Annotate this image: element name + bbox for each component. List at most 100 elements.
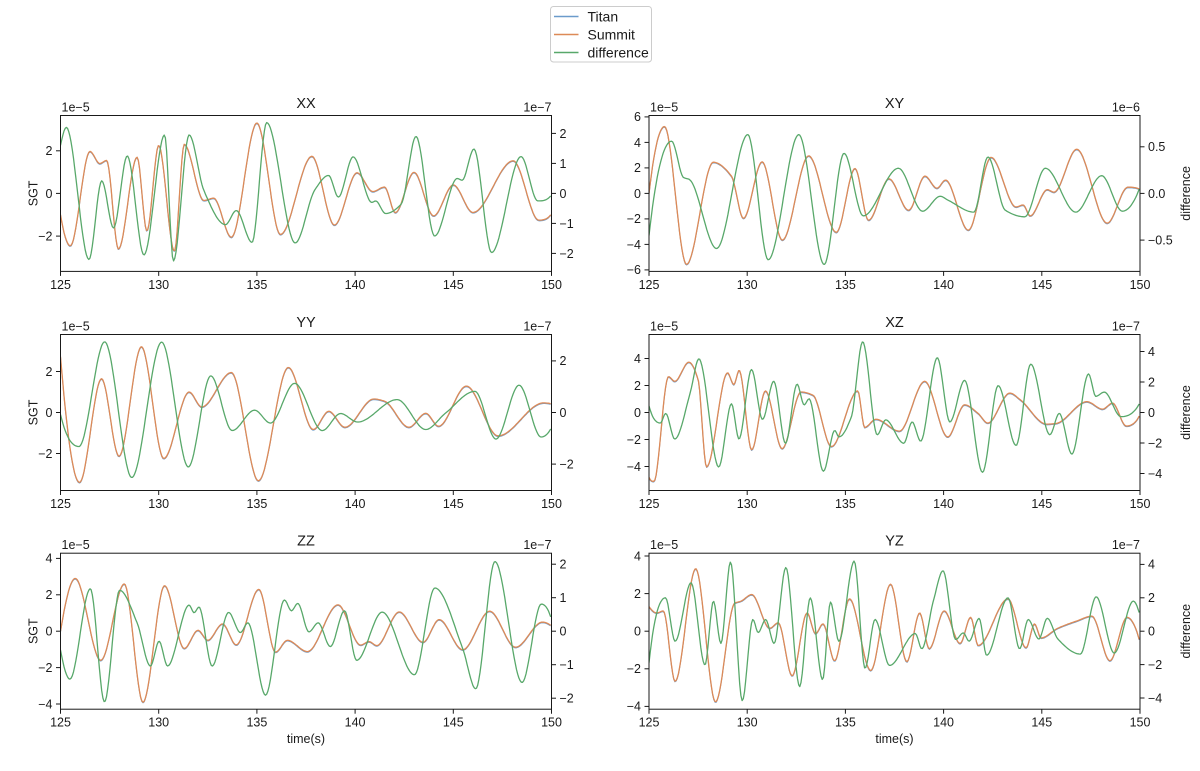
svg-text:−2: −2 xyxy=(560,457,574,471)
svg-text:140: 140 xyxy=(933,716,954,730)
svg-text:4: 4 xyxy=(634,136,641,150)
svg-text:Titan: Titan xyxy=(588,8,619,24)
svg-text:−4: −4 xyxy=(1148,691,1162,705)
svg-text:150: 150 xyxy=(541,278,562,292)
svg-text:difference: difference xyxy=(1179,166,1193,221)
svg-text:−2: −2 xyxy=(627,662,641,676)
svg-text:−2: −2 xyxy=(1148,658,1162,672)
svg-text:−2: −2 xyxy=(38,661,52,675)
svg-text:135: 135 xyxy=(246,278,267,292)
svg-text:140: 140 xyxy=(345,497,366,511)
svg-text:−4: −4 xyxy=(1148,467,1162,481)
svg-text:4: 4 xyxy=(46,552,53,566)
svg-text:130: 130 xyxy=(148,497,169,511)
svg-text:0: 0 xyxy=(634,625,641,639)
svg-text:1e−7: 1e−7 xyxy=(1112,538,1140,552)
svg-text:2: 2 xyxy=(560,127,567,141)
svg-text:2: 2 xyxy=(560,354,567,368)
svg-text:−2: −2 xyxy=(38,229,52,243)
svg-text:2: 2 xyxy=(46,588,53,602)
svg-text:145: 145 xyxy=(1031,278,1052,292)
svg-text:135: 135 xyxy=(246,497,267,511)
svg-text:130: 130 xyxy=(737,497,758,511)
svg-text:−2: −2 xyxy=(560,247,574,261)
svg-text:135: 135 xyxy=(835,716,856,730)
svg-text:−2: −2 xyxy=(560,692,574,706)
svg-text:6: 6 xyxy=(634,110,641,124)
svg-text:130: 130 xyxy=(148,278,169,292)
svg-text:0.0: 0.0 xyxy=(1148,187,1165,201)
svg-text:145: 145 xyxy=(443,716,464,730)
svg-text:135: 135 xyxy=(835,278,856,292)
svg-text:−1: −1 xyxy=(560,217,574,231)
svg-text:125: 125 xyxy=(50,278,71,292)
svg-text:Summit: Summit xyxy=(588,26,636,42)
svg-text:difference: difference xyxy=(588,44,649,60)
svg-text:4: 4 xyxy=(1148,558,1155,572)
svg-text:150: 150 xyxy=(541,716,562,730)
svg-text:−4: −4 xyxy=(627,460,641,474)
svg-text:135: 135 xyxy=(246,716,267,730)
svg-text:1e−6: 1e−6 xyxy=(1112,101,1140,115)
svg-text:1: 1 xyxy=(560,157,567,171)
svg-text:125: 125 xyxy=(639,278,660,292)
svg-text:−6: −6 xyxy=(627,263,641,277)
svg-text:2: 2 xyxy=(560,558,567,572)
svg-text:0: 0 xyxy=(634,187,641,201)
svg-text:time(s): time(s) xyxy=(287,732,325,746)
svg-text:135: 135 xyxy=(835,497,856,511)
svg-text:150: 150 xyxy=(1130,278,1151,292)
svg-text:0.5: 0.5 xyxy=(1148,140,1165,154)
svg-text:125: 125 xyxy=(639,716,660,730)
svg-text:difference: difference xyxy=(1179,604,1193,659)
svg-text:2: 2 xyxy=(634,161,641,175)
svg-text:0: 0 xyxy=(560,406,567,420)
svg-text:2: 2 xyxy=(634,587,641,601)
svg-text:4: 4 xyxy=(634,549,641,563)
svg-text:ZZ: ZZ xyxy=(297,534,315,550)
svg-text:1e−7: 1e−7 xyxy=(523,320,551,334)
svg-text:−1: −1 xyxy=(560,658,574,672)
svg-text:140: 140 xyxy=(933,278,954,292)
svg-text:difference: difference xyxy=(1179,385,1193,440)
svg-text:−4: −4 xyxy=(38,697,52,711)
svg-text:2: 2 xyxy=(46,144,53,158)
svg-text:−2: −2 xyxy=(627,212,641,226)
svg-text:130: 130 xyxy=(148,716,169,730)
svg-text:SGT: SGT xyxy=(27,180,41,206)
svg-text:140: 140 xyxy=(345,278,366,292)
svg-text:1: 1 xyxy=(560,591,567,605)
svg-text:time(s): time(s) xyxy=(875,732,913,746)
svg-text:YZ: YZ xyxy=(885,534,904,550)
svg-text:1e−5: 1e−5 xyxy=(62,320,90,334)
svg-text:−4: −4 xyxy=(627,700,641,714)
svg-text:XY: XY xyxy=(885,96,905,112)
svg-text:130: 130 xyxy=(737,278,758,292)
svg-text:SGT: SGT xyxy=(27,618,41,644)
svg-text:150: 150 xyxy=(1130,497,1151,511)
svg-text:XX: XX xyxy=(296,96,316,112)
svg-text:125: 125 xyxy=(50,716,71,730)
svg-text:4: 4 xyxy=(634,352,641,366)
svg-text:140: 140 xyxy=(933,497,954,511)
svg-text:0: 0 xyxy=(634,406,641,420)
svg-text:−2: −2 xyxy=(1148,436,1162,450)
svg-text:0: 0 xyxy=(1148,625,1155,639)
svg-text:2: 2 xyxy=(46,365,53,379)
svg-text:0: 0 xyxy=(560,187,567,201)
svg-text:150: 150 xyxy=(1130,716,1151,730)
svg-text:SGT: SGT xyxy=(27,399,41,425)
svg-text:0: 0 xyxy=(46,625,53,639)
svg-text:140: 140 xyxy=(345,716,366,730)
svg-text:−4: −4 xyxy=(627,238,641,252)
svg-text:150: 150 xyxy=(541,497,562,511)
svg-text:YY: YY xyxy=(296,315,316,331)
svg-text:0: 0 xyxy=(1148,406,1155,420)
svg-text:2: 2 xyxy=(1148,375,1155,389)
svg-text:145: 145 xyxy=(1031,497,1052,511)
svg-text:2: 2 xyxy=(634,379,641,393)
svg-text:2: 2 xyxy=(1148,591,1155,605)
svg-text:145: 145 xyxy=(443,497,464,511)
svg-text:1e−5: 1e−5 xyxy=(62,101,90,115)
svg-text:145: 145 xyxy=(1031,716,1052,730)
